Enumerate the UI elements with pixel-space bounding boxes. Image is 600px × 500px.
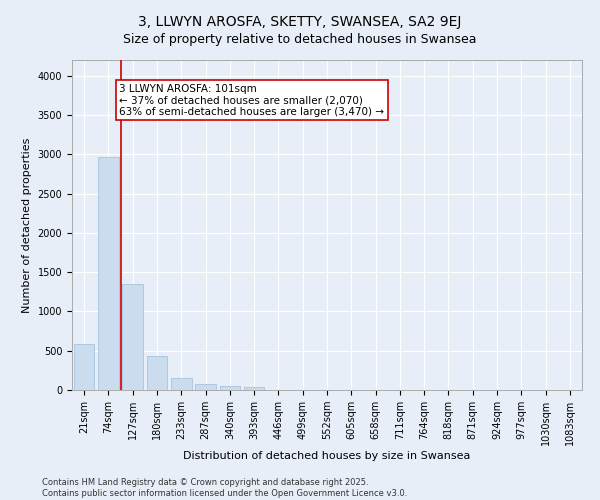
Y-axis label: Number of detached properties: Number of detached properties xyxy=(22,138,32,312)
Bar xyxy=(146,356,167,390)
Bar xyxy=(74,344,94,390)
Text: Contains HM Land Registry data © Crown copyright and database right 2025.
Contai: Contains HM Land Registry data © Crown c… xyxy=(42,478,407,498)
Bar xyxy=(220,386,240,390)
X-axis label: Distribution of detached houses by size in Swansea: Distribution of detached houses by size … xyxy=(184,450,470,460)
Text: 3 LLWYN AROSFA: 101sqm
← 37% of detached houses are smaller (2,070)
63% of semi-: 3 LLWYN AROSFA: 101sqm ← 37% of detached… xyxy=(119,84,385,117)
Text: Size of property relative to detached houses in Swansea: Size of property relative to detached ho… xyxy=(123,32,477,46)
Bar xyxy=(244,387,265,390)
Bar xyxy=(122,284,143,390)
Bar xyxy=(171,378,191,390)
Bar xyxy=(98,156,119,390)
Bar xyxy=(195,384,216,390)
Text: 3, LLWYN AROSFA, SKETTY, SWANSEA, SA2 9EJ: 3, LLWYN AROSFA, SKETTY, SWANSEA, SA2 9E… xyxy=(139,15,461,29)
